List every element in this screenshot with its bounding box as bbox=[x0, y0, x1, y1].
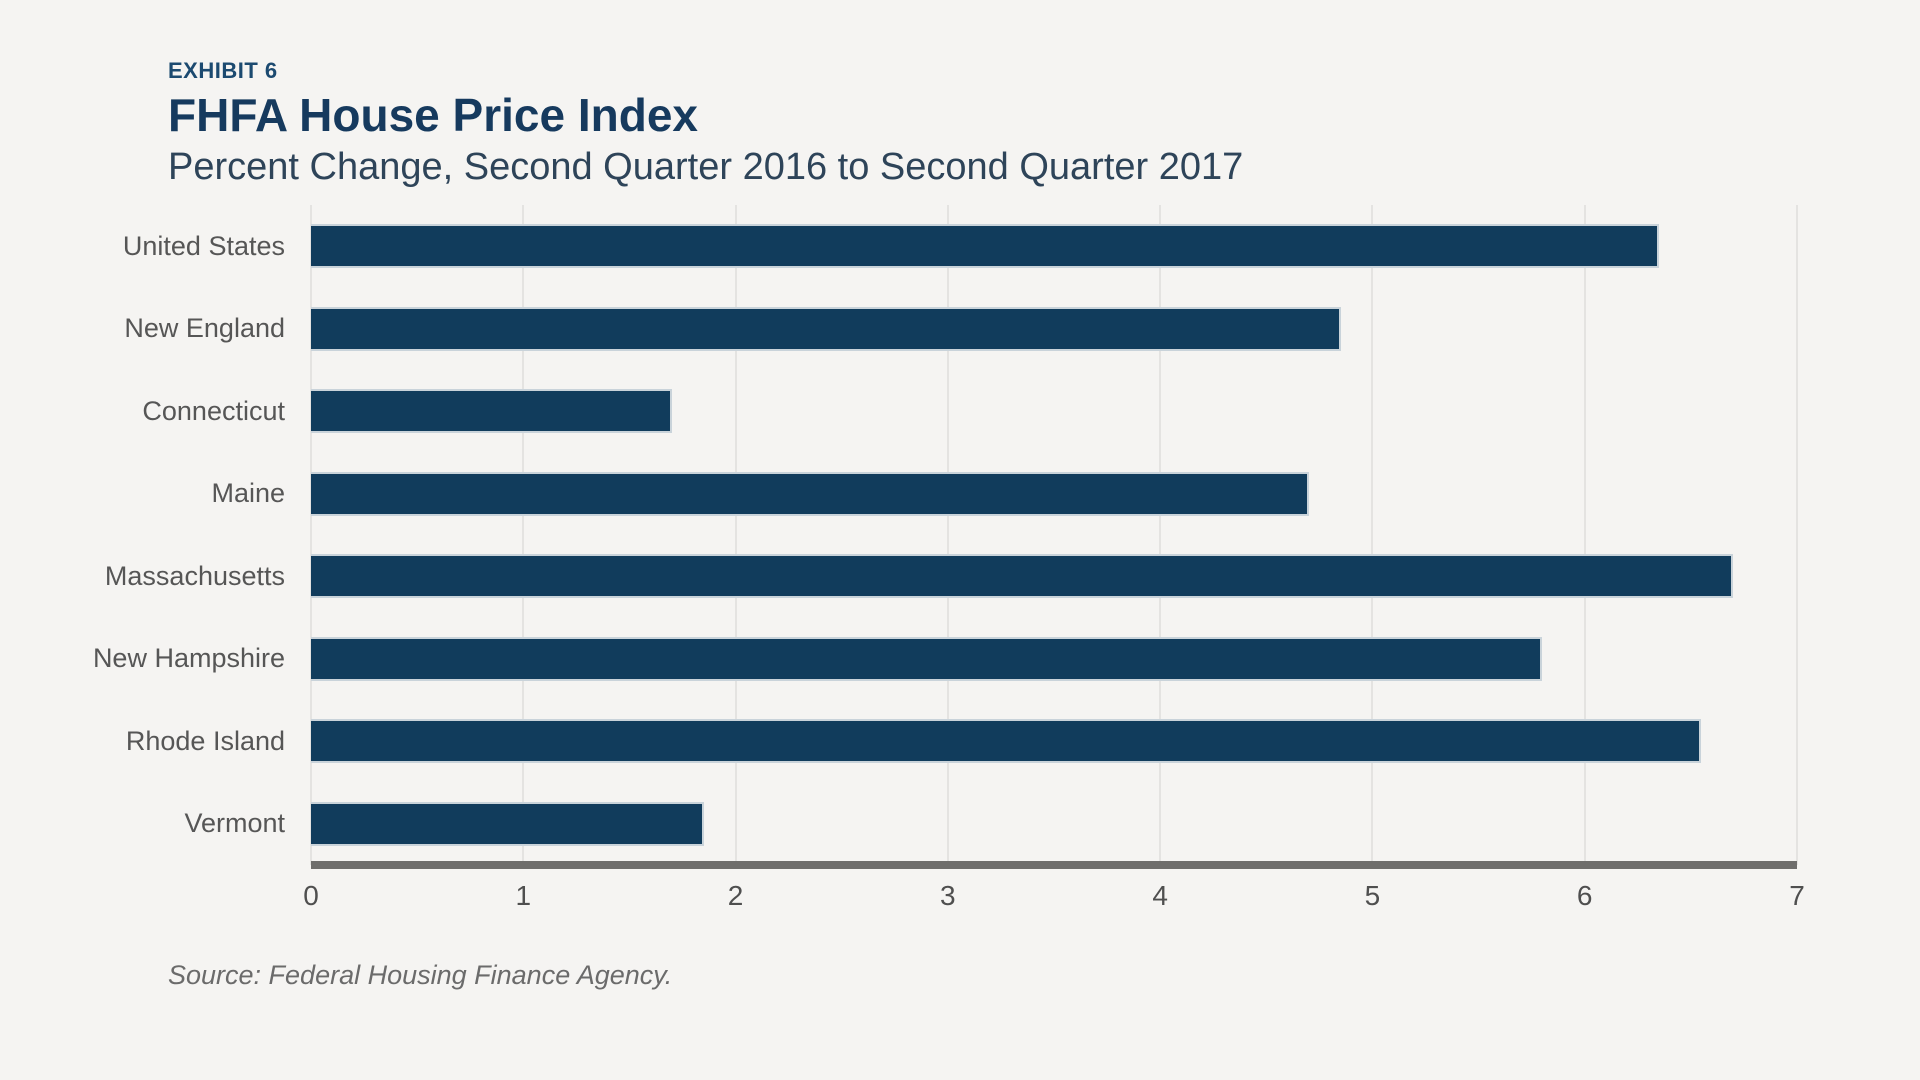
gridline-x-2 bbox=[734, 205, 737, 865]
category-label: Rhode Island bbox=[125, 725, 285, 756]
x-tick-label: 4 bbox=[1152, 880, 1168, 911]
gridline-x-4 bbox=[1159, 205, 1162, 865]
gridline-x-1 bbox=[522, 205, 525, 865]
category-row: Vermont bbox=[60, 783, 285, 866]
category-row: Maine bbox=[60, 453, 285, 536]
bar-row bbox=[311, 535, 1797, 618]
x-axis-tick-labels: 0 1 2 3 4 5 6 7 bbox=[303, 880, 1805, 920]
category-label: Vermont bbox=[184, 808, 285, 839]
x-tick-label: 5 bbox=[1364, 880, 1381, 911]
category-label: New Hampshire bbox=[92, 643, 285, 674]
gridline-x-5 bbox=[1371, 205, 1374, 865]
bar-row bbox=[311, 783, 1797, 866]
x-axis-line bbox=[311, 861, 1797, 869]
gridline-x-6 bbox=[1583, 205, 1586, 865]
x-tick-label: 6 bbox=[1576, 880, 1593, 911]
category-row: New England bbox=[60, 288, 285, 371]
bar-vermont bbox=[311, 801, 704, 846]
bar-row bbox=[311, 205, 1797, 288]
bar-row bbox=[311, 618, 1797, 701]
bar-row bbox=[311, 288, 1797, 371]
bar-connecticut bbox=[311, 389, 672, 434]
category-row: Connecticut bbox=[60, 370, 285, 453]
x-tick-label: 1 bbox=[515, 880, 532, 911]
bar-new-england bbox=[311, 306, 1341, 351]
category-row: United States bbox=[60, 205, 285, 288]
category-label: United States bbox=[122, 230, 285, 261]
bar-row bbox=[311, 370, 1797, 453]
bar-row bbox=[311, 700, 1797, 783]
category-label: New England bbox=[124, 313, 285, 344]
x-tick-label: 3 bbox=[940, 880, 956, 911]
bar-maine bbox=[311, 471, 1309, 516]
category-row: Massachusetts bbox=[60, 535, 285, 618]
category-label: Connecticut bbox=[142, 395, 285, 426]
plot-area bbox=[310, 205, 1798, 869]
source-note: Source: Federal Housing Finance Agency. bbox=[168, 960, 673, 990]
chart-header: EXHIBIT 6 FHFA House Price Index Percent… bbox=[168, 58, 1243, 189]
exhibit-label: EXHIBIT 6 bbox=[168, 58, 278, 83]
bar-united-states bbox=[311, 224, 1659, 269]
gridline-x-3 bbox=[946, 205, 949, 865]
x-tick-label: 7 bbox=[1789, 880, 1805, 911]
chart-subtitle: Percent Change, Second Quarter 2016 to S… bbox=[168, 146, 1244, 188]
gridline-x-0 bbox=[310, 205, 312, 865]
category-axis-labels: United States New England Connecticut Maine… bbox=[60, 205, 285, 865]
x-tick-label: 2 bbox=[727, 880, 744, 911]
bar-new-hampshire bbox=[311, 636, 1543, 681]
category-row: Rhode Island bbox=[60, 700, 285, 783]
category-row: New Hampshire bbox=[60, 618, 285, 701]
bar-rhode-island bbox=[311, 719, 1702, 764]
category-label: Massachusetts bbox=[104, 560, 285, 591]
x-tick-label: 0 bbox=[303, 880, 319, 911]
category-label: Maine bbox=[211, 478, 285, 509]
chart-title: FHFA House Price Index bbox=[168, 89, 698, 141]
bar-row bbox=[311, 453, 1797, 536]
bar-massachusetts bbox=[311, 554, 1734, 599]
gridline-x-7 bbox=[1796, 205, 1798, 865]
